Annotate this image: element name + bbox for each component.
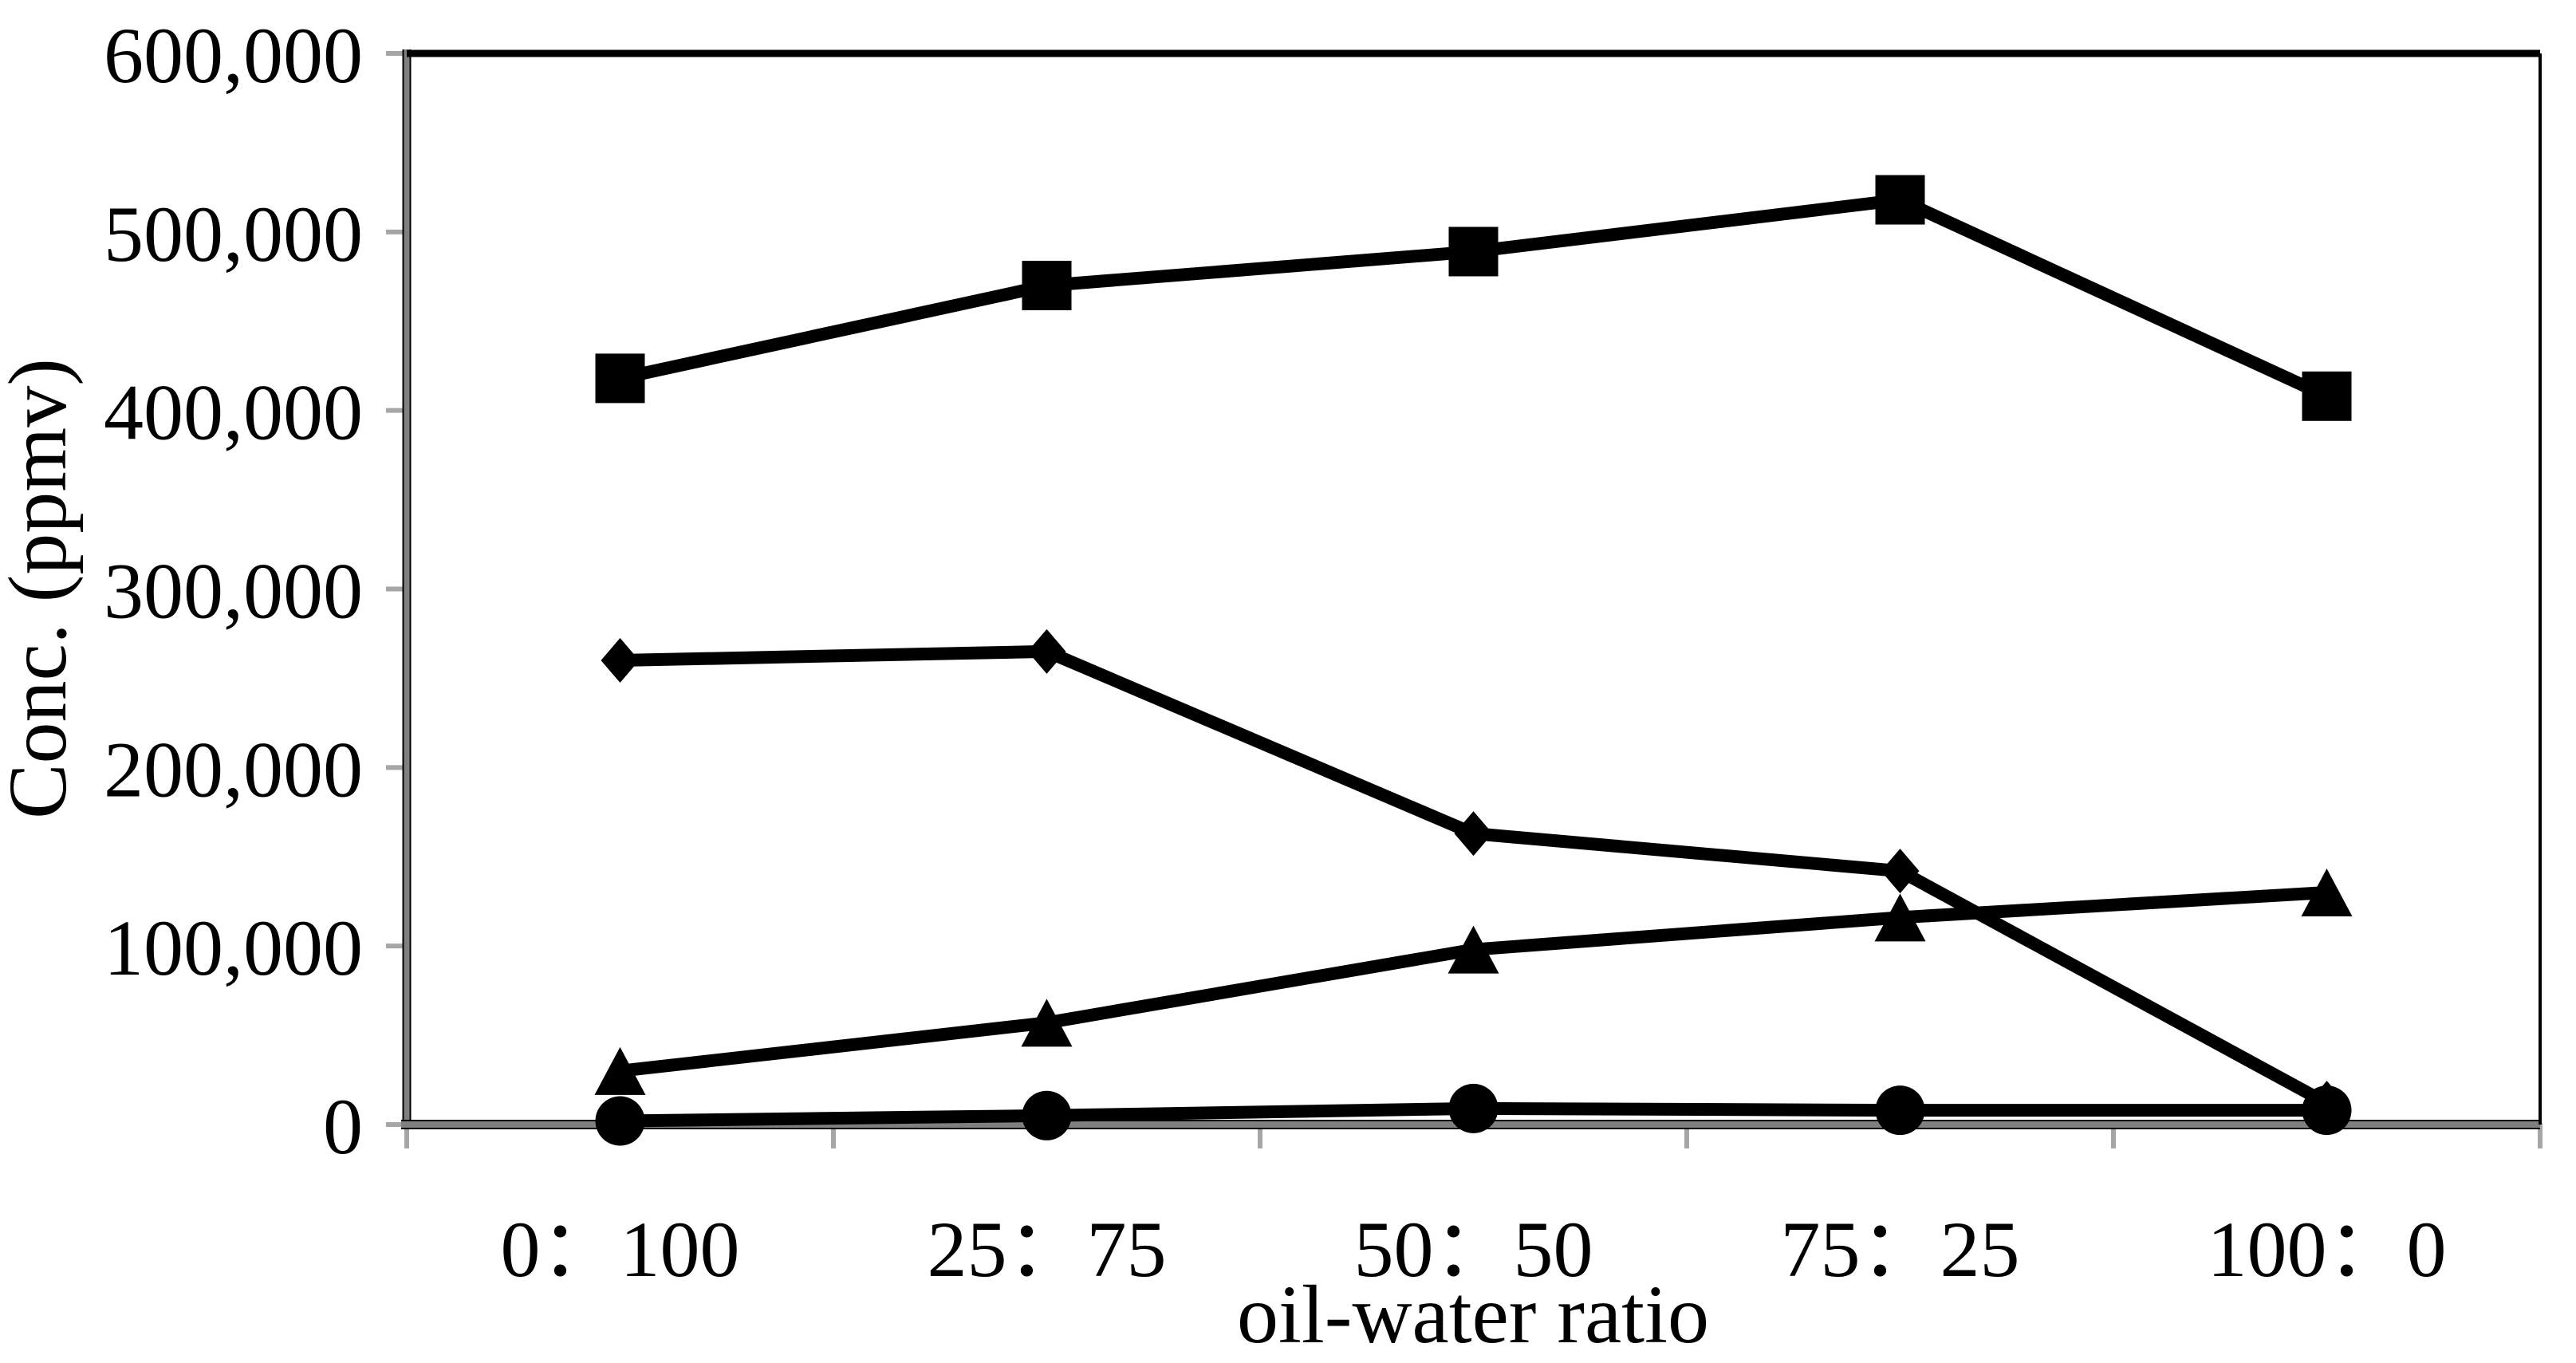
y-tick-label: 0: [323, 1082, 363, 1171]
square-marker: [1875, 175, 1925, 225]
y-axis-title: Conc. (ppmv): [0, 358, 84, 819]
diamond-marker: [1027, 628, 1066, 674]
triangle-marker: [2301, 869, 2353, 917]
y-tick-label: 300,000: [104, 547, 363, 636]
square-marker: [1022, 260, 1072, 310]
diamond-marker: [601, 638, 640, 683]
series-diamond-line: [620, 644, 2330, 1109]
plot-area: 0 100,000 200,000 300,000 400,000 500,000 600,…: [104, 11, 2543, 1294]
y-tick-label: 400,000: [104, 368, 363, 457]
circle-marker: [1875, 1085, 1925, 1136]
square-marker: [2302, 371, 2352, 421]
triangle-marker: [594, 1046, 646, 1095]
circle-marker: [595, 1096, 645, 1146]
triangle-marker: [1448, 925, 1499, 974]
y-tick-label: 200,000: [104, 725, 363, 813]
x-tick-label: 0：100: [501, 1205, 740, 1294]
x-axis-title: oil-water ratio: [1237, 1269, 1709, 1361]
circle-marker: [1448, 1083, 1499, 1133]
y-tick-label: 100,000: [104, 904, 363, 992]
x-tick-label: 75：25: [1781, 1205, 2020, 1294]
x-tick-label: 100：0: [2208, 1205, 2447, 1294]
circle-marker: [2302, 1085, 2352, 1136]
circle-marker: [1022, 1090, 1072, 1140]
x-tick-label: 50：50: [1354, 1205, 1593, 1294]
x-tick-label: 25：75: [928, 1205, 1167, 1294]
square-marker: [1448, 227, 1499, 277]
y-tick-label: 600,000: [104, 11, 363, 100]
y-tick-label: 500,000: [104, 190, 363, 278]
triangle-marker: [1021, 999, 1073, 1047]
square-marker: [595, 353, 645, 404]
diamond-marker: [1454, 811, 1493, 857]
triangle-marker: [1874, 893, 1926, 942]
diamond-marker: [1881, 849, 1920, 894]
series-triangle-line: [619, 886, 2327, 1077]
